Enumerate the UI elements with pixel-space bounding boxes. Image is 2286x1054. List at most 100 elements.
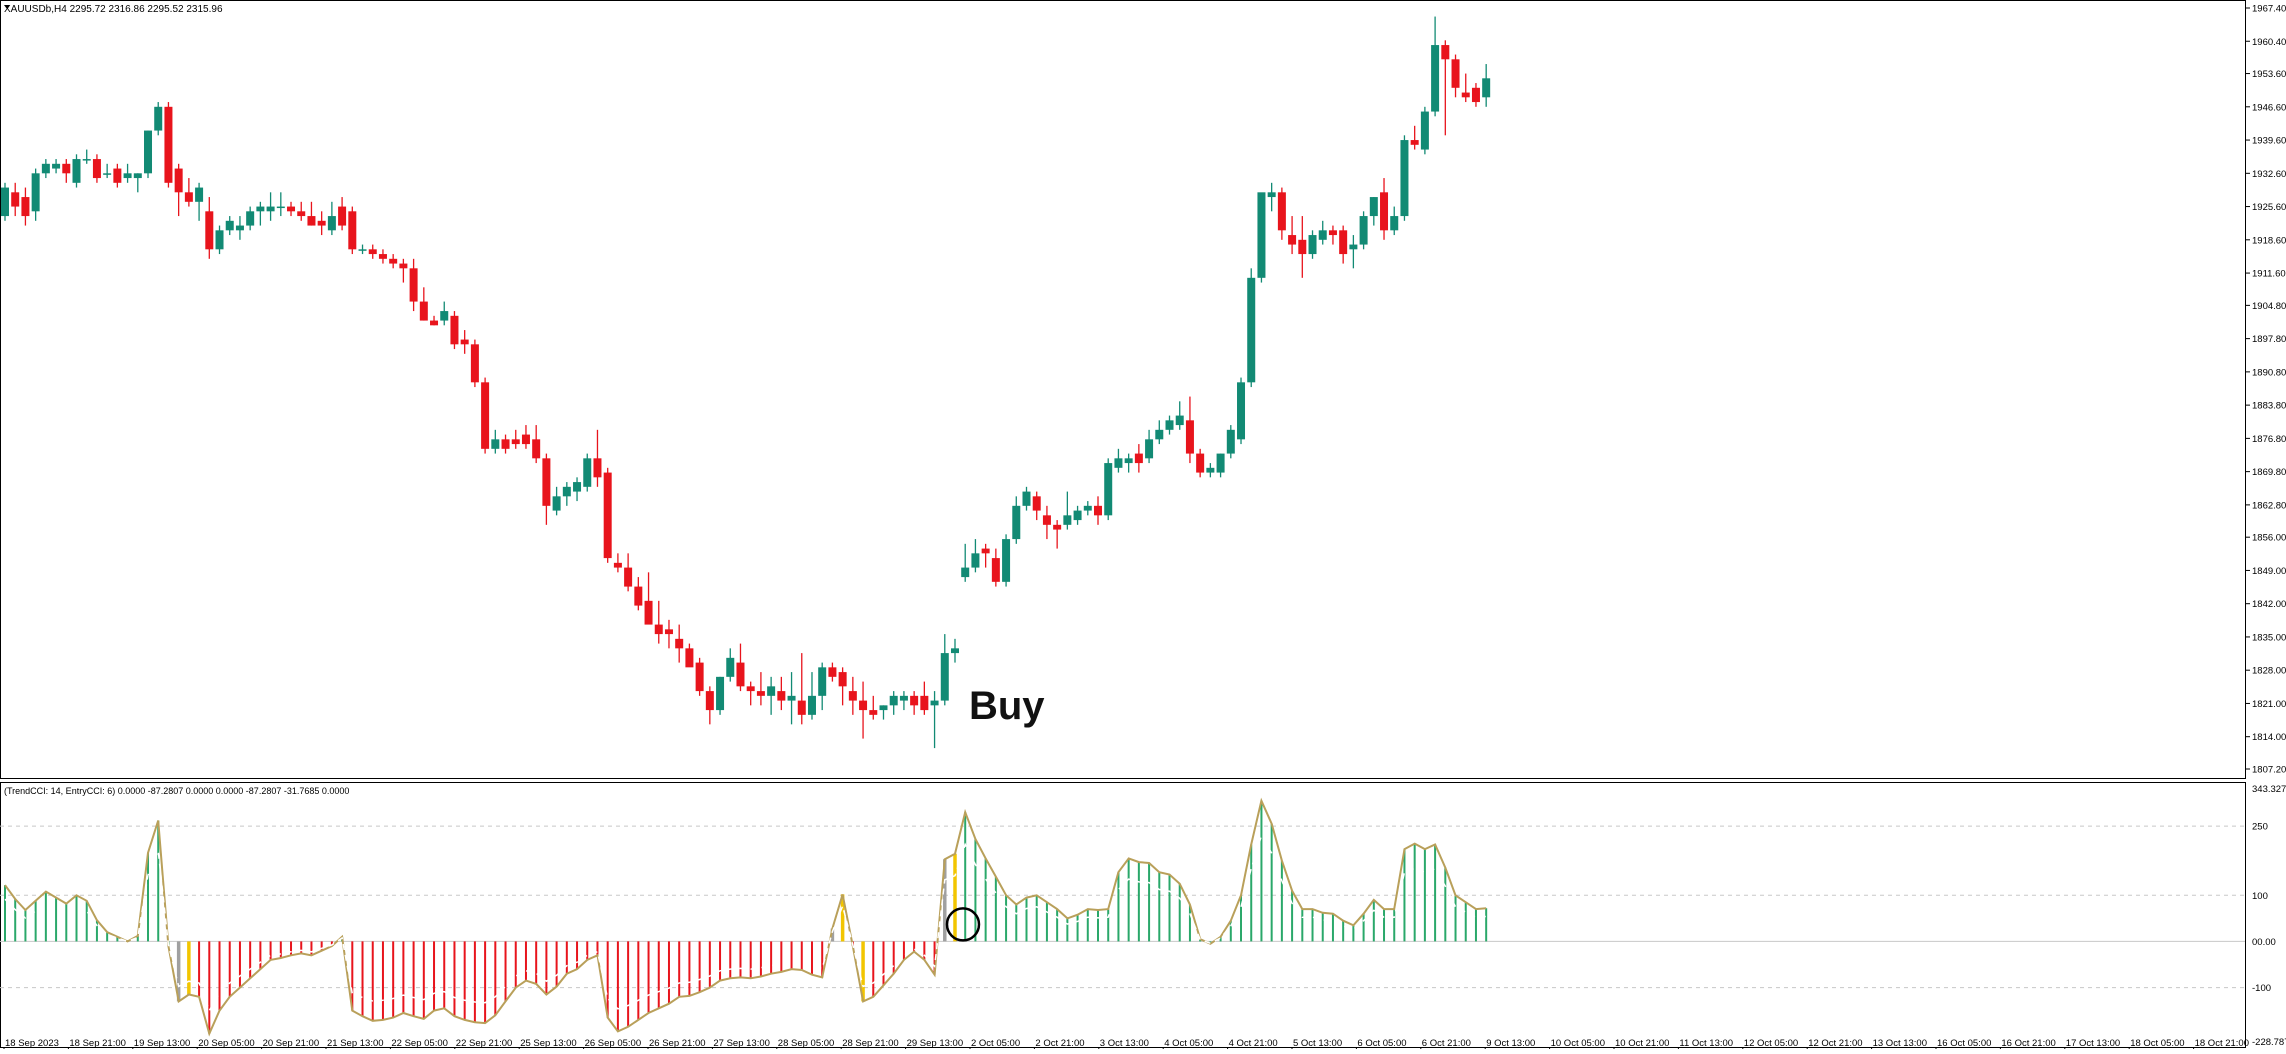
indicator-pane-header: (TrendCCI: 14, EntryCCI: 6) 0.0000 -87.2…	[4, 786, 349, 796]
candle-body	[1298, 239, 1307, 255]
candle-body	[133, 173, 142, 179]
candle-body	[113, 168, 122, 183]
time-label: 18 Oct 21:00	[2195, 1038, 2249, 1049]
candle-body	[470, 344, 479, 383]
candle-body	[1073, 510, 1082, 521]
candle-body	[358, 249, 367, 251]
price-label: 1946.60	[2252, 102, 2286, 113]
candle-body	[1410, 140, 1419, 145]
candle-body	[777, 691, 786, 701]
candle-body	[501, 439, 510, 449]
time-label: 12 Oct 05:00	[1744, 1038, 1798, 1049]
candle-body	[1267, 192, 1276, 198]
candle-body	[644, 600, 653, 625]
candle-body	[787, 695, 796, 701]
candlestick-series	[1, 16, 1491, 749]
time-label: 9 Oct 13:00	[1486, 1038, 1535, 1049]
candle-body	[1114, 458, 1123, 468]
candle-body	[103, 173, 112, 175]
candle-body	[215, 230, 224, 250]
candle-body	[1094, 505, 1103, 516]
candle-body	[746, 686, 755, 692]
candle-body	[144, 130, 153, 174]
candle-body	[450, 315, 459, 345]
time-label: 29 Sep 13:00	[907, 1038, 964, 1049]
time-label: 11 Oct 13:00	[1679, 1038, 1733, 1049]
candle-body	[1288, 235, 1297, 245]
time-label: 6 Oct 21:00	[1422, 1038, 1471, 1049]
price-label: 1814.00	[2252, 732, 2286, 743]
price-label: 1842.00	[2252, 599, 2286, 610]
time-label: 18 Oct 05:00	[2130, 1038, 2184, 1049]
candle-body	[52, 163, 61, 169]
candle-body	[123, 173, 132, 179]
candle-body	[1032, 496, 1041, 511]
indicator-pane-border	[0, 782, 2246, 1048]
main-pane-background	[0, 0, 2245, 778]
candle-body	[1400, 140, 1409, 217]
candle-body	[348, 211, 357, 250]
candle-body	[399, 263, 408, 269]
chevron-down-icon[interactable]	[4, 5, 10, 9]
candle-body	[276, 206, 285, 209]
time-axis: 18 Sep 2023 18 Sep 21:00 19 Sep 13:00 20 Se…	[3, 1038, 2249, 1050]
candle-body	[164, 106, 173, 183]
candle-body	[368, 249, 377, 255]
price-label: 1904.80	[2252, 301, 2286, 312]
main-pane-header: XAUUSDb,H4 2295.72 2316.86 2295.52 2315.…	[4, 4, 223, 15]
indicator-level-label: 100	[2252, 891, 2268, 902]
indicator-axis: 250 100 00.00 -100 343.3279 -228.7873	[2252, 784, 2286, 1048]
candle-body	[573, 482, 582, 492]
candle-body	[235, 225, 244, 231]
candle-body	[1420, 111, 1429, 150]
candle-body	[317, 220, 326, 226]
price-label: 1862.80	[2252, 500, 2286, 511]
price-label: 1918.60	[2252, 235, 2286, 246]
candle-body	[818, 667, 827, 696]
candle-body	[797, 700, 806, 715]
candle-body	[1104, 463, 1113, 516]
candle-body	[72, 159, 81, 183]
candle-body	[634, 586, 643, 606]
candle-body	[532, 439, 541, 459]
time-label: 21 Sep 13:00	[327, 1038, 384, 1049]
candle-body	[225, 220, 234, 231]
candle-body	[297, 211, 306, 217]
candle-body	[419, 301, 428, 321]
time-label: 18 Sep 2023	[5, 1038, 59, 1049]
candle-body	[287, 206, 296, 212]
candle-body	[1063, 515, 1072, 525]
time-label: 26 Sep 05:00	[585, 1038, 642, 1049]
candle-body	[950, 648, 959, 654]
time-label: 19 Sep 13:00	[134, 1038, 191, 1049]
candle-body	[705, 691, 714, 711]
candle-body	[920, 695, 929, 711]
price-label: 1807.20	[2252, 765, 2286, 776]
candle-body	[1134, 453, 1143, 464]
candle-body	[1237, 382, 1246, 440]
price-label: 1911.60	[2252, 269, 2286, 280]
price-label: 1925.60	[2252, 202, 2286, 213]
indicator-line	[4, 797, 1487, 1037]
indicator-entry-line	[4, 834, 1487, 1013]
price-label: 1890.80	[2252, 367, 2286, 378]
candle-body	[1318, 230, 1327, 240]
candle-body	[1431, 45, 1440, 112]
candle-body	[195, 187, 204, 202]
candle-body	[1226, 429, 1235, 454]
time-label: 20 Sep 21:00	[263, 1038, 320, 1049]
candle-body	[848, 691, 857, 701]
candle-body	[624, 567, 633, 587]
candle-body	[756, 691, 765, 696]
candle-body	[1216, 453, 1225, 473]
candle-body	[593, 458, 602, 478]
time-label: 3 Oct 13:00	[1100, 1038, 1149, 1049]
candle-body	[389, 258, 398, 264]
candle-body	[1124, 458, 1133, 464]
candle-body	[327, 216, 336, 231]
time-label: 28 Sep 05:00	[778, 1038, 835, 1049]
candle-body	[460, 339, 469, 345]
candle-body	[981, 548, 990, 554]
